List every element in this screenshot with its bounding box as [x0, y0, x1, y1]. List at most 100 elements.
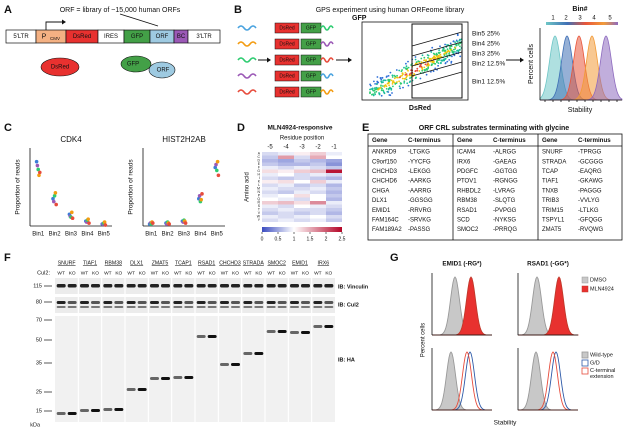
cell [423, 59, 426, 61]
cell [444, 51, 447, 54]
heat-cell [262, 218, 278, 222]
band [67, 284, 77, 288]
orf-strand [320, 57, 334, 63]
table-cell: EMID1 [372, 208, 391, 214]
heat-cell [262, 155, 278, 159]
heat-cell [326, 208, 342, 212]
cell [454, 46, 457, 49]
panel-label: E [362, 122, 369, 134]
dot [183, 221, 188, 225]
heat-cell [326, 159, 342, 163]
cell [407, 84, 410, 87]
cell [407, 69, 409, 72]
heat-cell [262, 215, 278, 219]
band [220, 301, 229, 304]
heat-cell [278, 166, 294, 170]
legend-label: G/D [590, 360, 600, 366]
arrow-head [62, 19, 66, 25]
band [254, 306, 264, 308]
table-cell: -LTGKG [408, 150, 430, 156]
table-cell: -GCGGG [578, 159, 603, 165]
bin-number: 5 [608, 16, 612, 22]
cell [372, 89, 375, 92]
heat-cell [278, 211, 294, 215]
x-tick-label: -2 [315, 145, 321, 151]
heat-cell [262, 166, 278, 170]
heat-cell [294, 215, 310, 219]
cell [380, 94, 383, 97]
gene-label: RBM38 [105, 260, 122, 266]
cell [373, 80, 375, 83]
cell [369, 84, 372, 87]
band [266, 284, 276, 288]
heat-cell [278, 201, 294, 205]
band [56, 306, 66, 308]
mw-label: 15 [36, 408, 42, 414]
cassette-label: DsRed [279, 57, 295, 63]
table-cell: SNURF [542, 150, 563, 156]
gene-label: SMOC2 [267, 260, 286, 266]
band [56, 284, 66, 288]
table-header: Gene [542, 137, 558, 144]
cell [420, 57, 423, 60]
panel-label: F [4, 252, 11, 264]
band [184, 301, 194, 304]
axis-label: GFP [352, 15, 367, 22]
cell [405, 65, 408, 68]
band [91, 284, 100, 288]
heat-cell [278, 204, 294, 208]
cassette-label: DsRed [279, 89, 295, 95]
dot [102, 220, 107, 224]
cell [382, 89, 385, 92]
construct-sub: CMV [50, 36, 60, 41]
cell [444, 58, 446, 60]
band [207, 335, 217, 338]
bin-label: Bin1 12.5% [472, 79, 505, 86]
heat-cell [294, 166, 310, 170]
cell [446, 44, 449, 46]
mw-label: 70 [36, 317, 42, 323]
table-cell: RHBDL2 [457, 188, 481, 194]
cell [383, 86, 386, 88]
x-tick-label: Bin5 [211, 232, 224, 238]
x-tick-label: Bin4 [81, 232, 94, 238]
heat-cell [326, 183, 342, 187]
y-tick-label: G [257, 169, 260, 173]
gene-label: IRX6 [318, 260, 330, 266]
dot [200, 192, 204, 196]
cell [456, 50, 458, 52]
band [231, 284, 240, 288]
band [196, 335, 206, 338]
cell [394, 83, 397, 85]
band [254, 352, 264, 355]
cell [409, 77, 411, 79]
x-tick-label: -1 [331, 145, 337, 151]
band [126, 388, 136, 391]
heat-cell [310, 162, 326, 166]
heat-cell [294, 187, 310, 191]
table-cell: -PAGGG [578, 188, 602, 194]
heat-cell [294, 159, 310, 163]
table-cell: ZMAT5 [542, 227, 562, 233]
lane-label: KO [255, 270, 262, 276]
cell [425, 59, 428, 61]
cell [388, 80, 391, 83]
band [114, 306, 124, 308]
cell [416, 69, 419, 72]
band [324, 301, 334, 304]
table-cell: RSAD1 [457, 208, 478, 214]
cell [396, 74, 398, 77]
heat-cell [310, 201, 326, 205]
gate [411, 23, 463, 99]
cell [402, 86, 404, 89]
construct-box [187, 29, 221, 44]
cell [426, 64, 428, 67]
table-cell: -VVLYG [578, 198, 600, 204]
table-cell: -LEKGG [408, 169, 431, 175]
cell [445, 53, 448, 55]
heat-cell [326, 155, 342, 159]
cell [423, 66, 426, 69]
cell [421, 69, 424, 72]
cell [374, 83, 376, 85]
heat-cell [326, 169, 342, 173]
